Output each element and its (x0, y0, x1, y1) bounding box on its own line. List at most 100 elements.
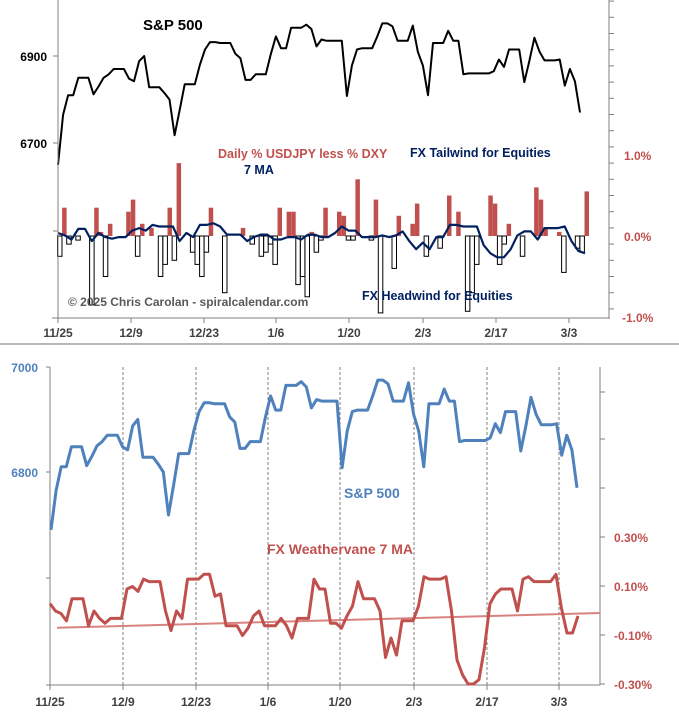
fx-bar-negative (199, 235, 205, 277)
bar-series-label: Daily % USDJPY less % DXY (218, 147, 388, 161)
top-x-tick-label: 3/3 (561, 326, 578, 340)
bottom-right-tick-label: 0.10% (614, 580, 648, 594)
top-x-tick-label: 12/9 (119, 326, 143, 340)
fx-bar-positive (584, 191, 589, 236)
bottom-right-tick-label: 0.30% (614, 531, 648, 545)
bottom-spx-line (49, 378, 579, 530)
tailwind-label: FX Tailwind for Equities (410, 146, 551, 160)
fx-bar-negative (157, 235, 164, 277)
top-chart-title: S&P 500 (143, 17, 203, 34)
fx-bar-positive (543, 227, 548, 236)
fx-bar-negative (295, 235, 301, 286)
fx-bar-positive (149, 227, 154, 236)
copyright-label: © 2025 Chris Carolan - spiralcalendar.co… (68, 295, 308, 309)
fx-bar-negative (561, 235, 567, 273)
fx-bar-negative (75, 235, 81, 241)
top-right-tick-label: 0.0% (624, 230, 652, 244)
fx-bar-negative (474, 235, 480, 265)
fx-weathervane-line (48, 572, 580, 686)
fx-bar-positive (410, 223, 415, 236)
fx-bar-negative (134, 235, 141, 257)
bottom-right-tick-label: -0.30% (614, 678, 652, 692)
fx-bar-negative (272, 235, 278, 265)
bottom-x-tick-label: 11/25 (35, 695, 65, 709)
bottom-spx-label: S&P 500 (344, 485, 400, 501)
fx-bar-positive (277, 207, 282, 236)
fx-trendline (56, 612, 601, 629)
bottom-x-labels: 11/25 12/9 12/23 1/6 1/20 2/3 2/17 3/3 (35, 695, 567, 709)
fx-bar-negative (496, 235, 503, 265)
fx-bar-negative (258, 235, 265, 257)
bottom-right-ticks (600, 391, 605, 685)
top-x-tick-label: 11/25 (43, 326, 73, 340)
fx-bar-positive (167, 207, 172, 236)
bottom-x-tick-label: 2/17 (475, 695, 499, 709)
fx-bar-positive (538, 199, 544, 236)
fx-bar-negative (222, 235, 228, 294)
fx-bar-negative (501, 235, 507, 245)
top-right-tick-label: 1.0% (624, 149, 652, 163)
top-x-ticks (57, 318, 570, 323)
bottom-x-tick-label: 1/6 (260, 695, 277, 709)
fx-bar-positive (492, 203, 498, 236)
bottom-x-tick-label: 3/3 (551, 695, 568, 709)
top-x-labels: 11/25 12/9 12/23 1/6 1/20 2/3 2/17 3/3 (43, 326, 577, 340)
fx-bar-negative (313, 235, 320, 253)
fx-weathervane-label: FX Weathervane 7 MA (267, 541, 413, 557)
fx-bar-positive (414, 203, 420, 236)
fx-bar-negative (189, 235, 196, 253)
fx-bar-positive (337, 211, 342, 236)
bottom-x-tick-label: 12/23 (181, 695, 211, 709)
fx-bar-negative (194, 235, 200, 265)
fx-bar-negative (350, 235, 356, 241)
fx-bar-negative (345, 235, 352, 241)
top-x-tick-label: 1/20 (337, 326, 361, 340)
top-chart: 6900 6700 1.0% 0.0% -1.0% 11/25 12/9 12/… (20, 0, 654, 340)
top-right-ticks (609, 0, 614, 310)
fx-bar-positive (286, 211, 292, 236)
bottom-vertical-gridlines (122, 367, 560, 685)
headwind-label: FX Headwind for Equities (362, 289, 513, 303)
fx-bar-positive (176, 163, 182, 236)
bottom-left-tick-label: 7000 (11, 361, 38, 375)
bottom-chart: 7000 6800 0.30% 0.10% -0.10% -0.30% 11/2… (11, 361, 652, 709)
top-spx-line (57, 22, 581, 165)
fx-bar-positive (126, 211, 131, 236)
bottom-x-tick-label: 1/20 (328, 695, 352, 709)
top-right-tick-label: -1.0% (622, 311, 654, 325)
bottom-x-tick-label: 2/3 (406, 695, 423, 709)
fx-bar-negative (519, 235, 526, 257)
fx-bar-positive (447, 195, 452, 236)
fx-bar-positive (355, 179, 360, 236)
fx-bar-positive (94, 207, 99, 236)
fx-bar-negative (391, 235, 397, 269)
fx-bar-positive (396, 215, 402, 237)
fx-bar-positive (341, 215, 347, 237)
fx-bar-negative (171, 235, 178, 261)
fx-bar-negative (469, 235, 475, 294)
fx-bar-positive (208, 207, 214, 236)
fx-bar-positive (130, 199, 136, 236)
fx-bar-negative (102, 235, 109, 277)
fx-bar-positive (456, 211, 461, 236)
fx-bar-positive (240, 227, 246, 236)
top-ma-line (57, 222, 586, 259)
fx-bar-negative (579, 235, 585, 253)
fx-bar-negative (299, 235, 306, 277)
fx-bar-positive (557, 231, 562, 236)
fx-bar-negative (263, 235, 269, 253)
fx-bar-positive (534, 187, 539, 236)
top-x-tick-label: 12/23 (189, 326, 219, 340)
fx-bar-negative (304, 235, 310, 298)
bottom-x-ticks (49, 685, 560, 690)
fx-bar-positive (323, 207, 328, 236)
fx-bar-positive (488, 195, 493, 236)
fx-bar-negative (162, 235, 168, 265)
top-bars-group (57, 163, 589, 314)
fx-bar-positive (506, 223, 512, 236)
top-x-tick-label: 1/6 (268, 326, 285, 340)
fx-bar-positive (107, 223, 113, 236)
fx-bar-positive (62, 207, 67, 236)
top-x-tick-label: 2/3 (415, 326, 432, 340)
